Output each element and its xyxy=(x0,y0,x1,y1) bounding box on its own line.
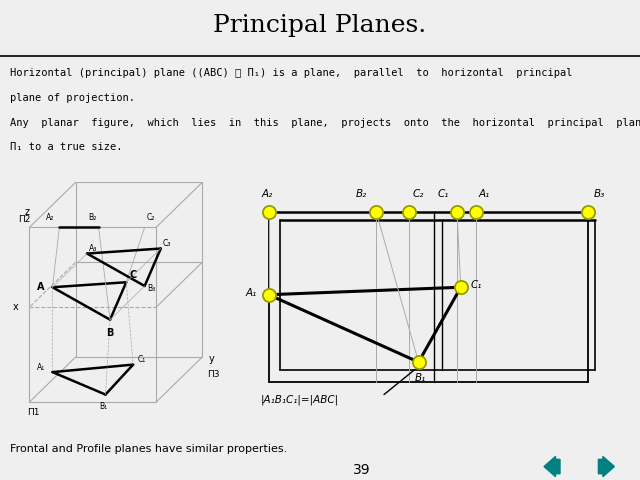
Text: z: z xyxy=(24,207,29,217)
FancyArrow shape xyxy=(598,456,614,477)
Text: A₁: A₁ xyxy=(246,288,257,299)
Text: Horizontal (principal) plane ((ABC) ∥ Π₁) is a plane,  parallel  to  horizontal : Horizontal (principal) plane ((ABC) ∥ Π₁… xyxy=(10,68,572,78)
FancyArrow shape xyxy=(544,456,560,477)
Point xyxy=(264,291,274,299)
Text: C₂: C₂ xyxy=(413,189,424,199)
Point xyxy=(413,358,424,366)
Text: B₃: B₃ xyxy=(593,189,605,199)
Point xyxy=(264,208,274,216)
Text: y: y xyxy=(209,354,215,364)
Text: 39: 39 xyxy=(353,463,371,477)
Text: B₂: B₂ xyxy=(355,189,367,199)
Text: Π2: Π2 xyxy=(18,216,30,224)
Point xyxy=(371,208,381,216)
Text: C₁: C₁ xyxy=(470,280,482,290)
Text: B₂: B₂ xyxy=(88,213,96,222)
Text: Π3: Π3 xyxy=(207,370,220,379)
Text: A₁: A₁ xyxy=(478,189,490,199)
Text: x: x xyxy=(13,302,19,312)
Text: A₂: A₂ xyxy=(261,189,273,199)
Text: C₃: C₃ xyxy=(163,239,172,248)
Point xyxy=(456,283,466,291)
Point xyxy=(452,208,462,216)
Text: Π1: Π1 xyxy=(27,408,40,417)
Text: Π₁ to a true size.: Π₁ to a true size. xyxy=(10,143,122,153)
Text: C₁: C₁ xyxy=(138,355,146,364)
Text: C₁: C₁ xyxy=(438,189,449,199)
Text: Any  planar  figure,  which  lies  in  this  plane,  projects  onto  the  horizo: Any planar figure, which lies in this pl… xyxy=(10,118,640,128)
Text: |A₁B₁C₁|=|ABC|: |A₁B₁C₁|=|ABC| xyxy=(261,394,339,405)
Text: C₂: C₂ xyxy=(147,213,156,222)
Text: B₁: B₁ xyxy=(99,402,108,411)
Text: A₂: A₂ xyxy=(47,213,55,222)
Text: B₃: B₃ xyxy=(147,284,155,293)
Text: plane of projection.: plane of projection. xyxy=(10,93,134,103)
Text: A: A xyxy=(37,282,44,292)
Text: B: B xyxy=(106,328,114,338)
Text: Principal Planes.: Principal Planes. xyxy=(213,14,427,37)
Text: A₃: A₃ xyxy=(90,244,98,253)
Text: A₁: A₁ xyxy=(37,362,45,372)
Text: B₁: B₁ xyxy=(415,373,426,384)
Point xyxy=(404,208,414,216)
Text: Frontal and Profile planes have similar properties.: Frontal and Profile planes have similar … xyxy=(10,444,287,454)
Point xyxy=(582,208,593,216)
Point xyxy=(471,208,481,216)
Text: C: C xyxy=(130,270,137,280)
